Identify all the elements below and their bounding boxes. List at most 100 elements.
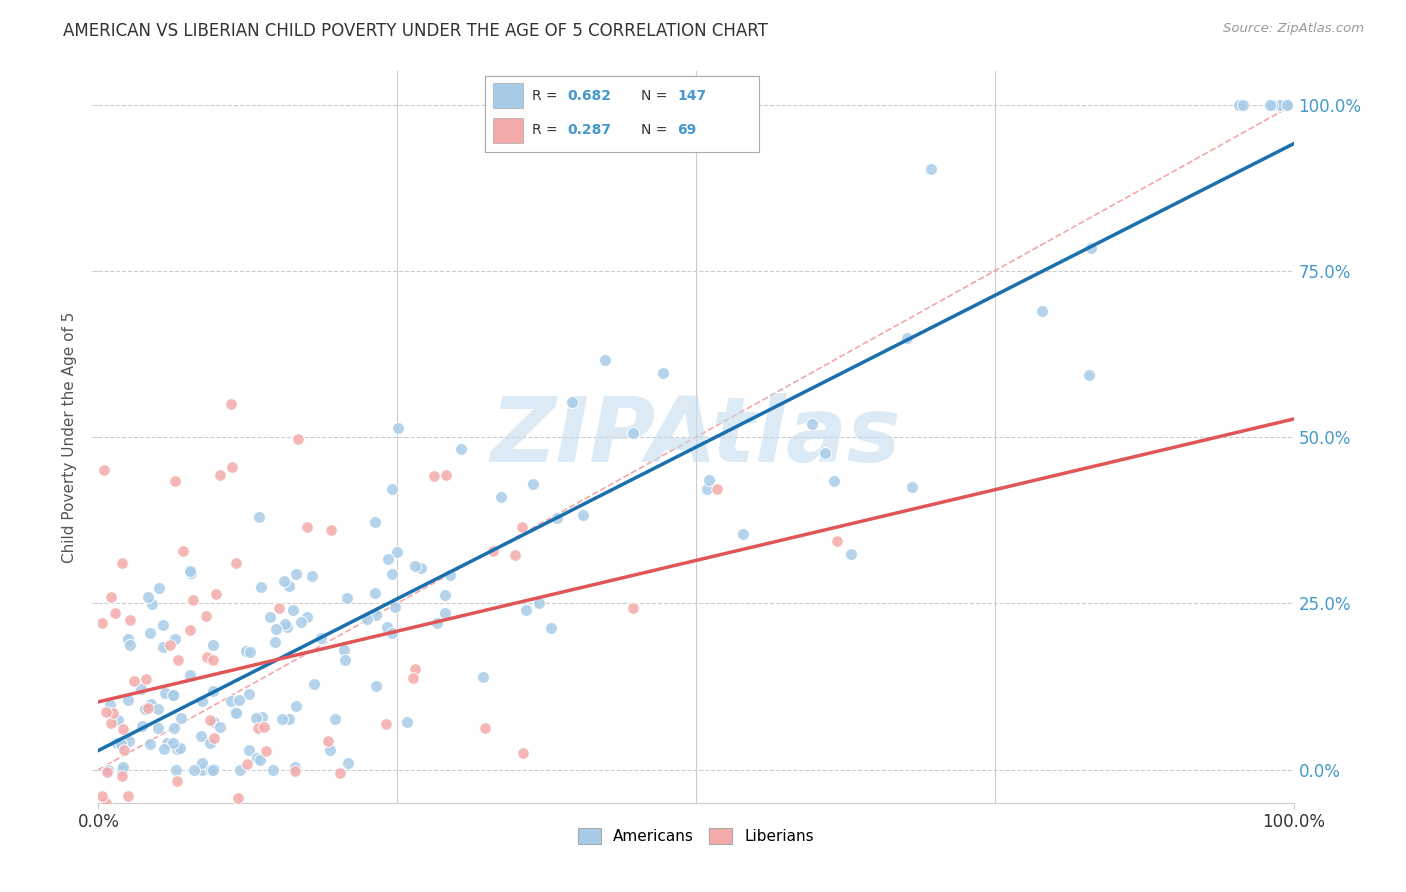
Text: N =: N = (641, 88, 672, 103)
Point (166, 742, 188, 756)
Point (221, 460, 243, 475)
Text: AMERICAN VS LIBERIAN CHILD POVERTY UNDER THE AGE OF 5 CORRELATION CHART: AMERICAN VS LIBERIAN CHILD POVERTY UNDER… (63, 22, 768, 40)
Point (434, 606, 457, 620)
Point (271, 712, 294, 726)
Point (1277, 97, 1299, 112)
Point (153, 686, 176, 700)
Point (1265, 97, 1288, 112)
Point (364, 585, 387, 599)
Point (205, 587, 228, 601)
Point (181, 593, 204, 607)
Point (387, 421, 409, 435)
Point (104, 606, 127, 620)
Point (522, 476, 544, 491)
Point (336, 591, 359, 606)
Point (1270, 97, 1292, 112)
Point (90, 789, 112, 803)
Text: 0.682: 0.682 (567, 88, 612, 103)
Point (385, 545, 408, 559)
Point (264, 622, 287, 636)
Point (269, 600, 291, 615)
Point (593, 353, 616, 368)
Point (202, 653, 225, 667)
Point (165, 632, 187, 646)
Text: Source: ZipAtlas.com: Source: ZipAtlas.com (1223, 22, 1364, 36)
Point (474, 721, 496, 735)
Point (733, 527, 755, 541)
Point (377, 551, 399, 566)
Point (652, 366, 675, 380)
Point (139, 737, 162, 751)
Point (512, 746, 534, 760)
Point (146, 721, 169, 735)
Point (138, 626, 160, 640)
Point (202, 731, 225, 745)
Legend: Americans, Liberians: Americans, Liberians (572, 822, 820, 850)
Point (329, 765, 352, 780)
Point (287, 432, 309, 446)
Point (396, 715, 419, 730)
Point (163, 688, 186, 702)
Point (148, 702, 170, 716)
Point (191, 694, 214, 708)
Point (235, 644, 257, 658)
Point (304, 676, 326, 690)
Text: 0.287: 0.287 (567, 123, 612, 137)
Point (426, 615, 449, 630)
Point (183, 763, 205, 777)
Point (402, 672, 425, 686)
Point (117, 789, 139, 804)
Text: 147: 147 (678, 88, 706, 103)
Point (297, 610, 319, 624)
Point (141, 598, 163, 612)
Point (274, 617, 297, 632)
Point (436, 467, 458, 482)
Point (94, 796, 117, 810)
Point (423, 469, 446, 483)
Point (572, 508, 595, 522)
Point (404, 558, 426, 573)
Point (1275, 97, 1298, 112)
Point (1227, 97, 1250, 112)
Point (94, 705, 117, 719)
Point (503, 548, 526, 562)
Point (174, 815, 197, 830)
Point (107, 713, 129, 727)
Point (198, 713, 221, 727)
Point (169, 711, 191, 725)
Point (135, 672, 157, 686)
Point (450, 442, 472, 456)
Point (277, 712, 299, 726)
Point (202, 763, 225, 777)
Point (333, 653, 356, 667)
Point (284, 567, 307, 582)
Point (259, 609, 281, 624)
Point (118, 734, 141, 748)
Point (1277, 97, 1299, 112)
Point (238, 743, 260, 757)
Point (621, 600, 644, 615)
Point (167, 652, 190, 666)
Point (117, 632, 139, 646)
Point (202, 714, 225, 729)
Point (103, 706, 125, 721)
Point (111, 760, 134, 774)
Point (323, 712, 346, 726)
Text: 69: 69 (678, 123, 696, 137)
Point (172, 543, 194, 558)
Point (1077, 368, 1099, 382)
Point (316, 734, 339, 748)
Point (290, 615, 312, 629)
Point (281, 603, 304, 617)
Point (219, 694, 242, 708)
Point (439, 567, 461, 582)
Point (380, 626, 402, 640)
Point (165, 475, 187, 489)
Point (201, 638, 224, 652)
Text: N =: N = (641, 123, 672, 137)
Point (404, 662, 426, 676)
Point (208, 467, 231, 482)
Point (98, 698, 121, 712)
Point (190, 729, 212, 743)
Point (696, 482, 718, 496)
